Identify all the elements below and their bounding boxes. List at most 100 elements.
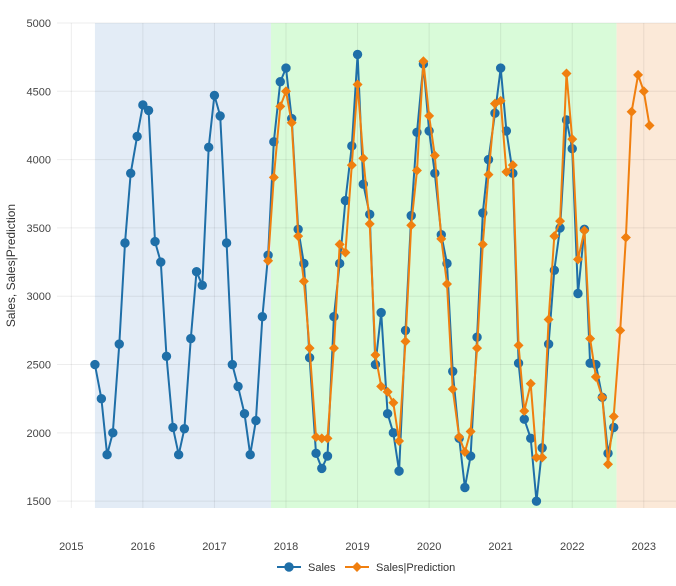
data-point (364, 218, 375, 229)
data-point (239, 409, 250, 419)
data-point (293, 231, 304, 242)
y-tick-label: 2000 (27, 428, 51, 440)
legend-label: Sales (308, 562, 336, 574)
data-point (430, 168, 440, 178)
legend[interactable]: Sales Sales|Prediction (277, 562, 455, 574)
data-point (567, 134, 578, 145)
legend-item-sales[interactable]: Sales (277, 562, 336, 574)
data-point (572, 254, 583, 265)
data-point (275, 77, 285, 87)
data-point (531, 452, 542, 463)
data-point (257, 312, 268, 322)
x-tick-label: 2017 (202, 541, 226, 553)
data-point (370, 349, 381, 360)
data-point (424, 110, 435, 121)
data-point (465, 426, 476, 437)
x-tick-label: 2015 (59, 541, 83, 553)
data-point (472, 343, 483, 354)
data-point (173, 450, 184, 460)
data-point (460, 482, 470, 493)
data-point (459, 446, 470, 457)
y-tick-label: 4000 (27, 155, 51, 167)
y-tick-label: 2500 (27, 360, 51, 372)
data-point (328, 343, 339, 354)
data-point (394, 436, 405, 447)
data-point (245, 450, 255, 460)
data-point (638, 86, 649, 97)
data-point (340, 247, 351, 258)
data-point (608, 411, 619, 422)
data-point (114, 339, 124, 349)
data-point (221, 238, 232, 248)
data-point (209, 90, 220, 101)
data-point (495, 63, 506, 73)
data-point (477, 239, 488, 250)
data-point (150, 236, 160, 247)
data-point (376, 307, 386, 318)
data-point (161, 351, 172, 362)
data-point (454, 431, 465, 442)
data-point (579, 225, 590, 236)
data-point (394, 466, 404, 476)
data-point (268, 172, 279, 183)
data-point (251, 415, 261, 426)
data-point (388, 397, 399, 408)
data-point (102, 450, 112, 460)
data-point (526, 433, 536, 444)
data-point (352, 79, 363, 90)
data-point (275, 101, 286, 112)
x-tick-label: 2023 (632, 541, 656, 553)
data-point (513, 358, 524, 368)
x-tick-label: 2022 (560, 541, 584, 553)
data-point (543, 339, 554, 349)
data-point (519, 414, 529, 424)
data-point (442, 278, 453, 289)
legend-swatch-marker (284, 562, 294, 572)
y-tick-label: 3000 (27, 291, 51, 303)
data-point (96, 394, 107, 404)
data-point (197, 280, 207, 291)
data-point (537, 452, 548, 463)
y-tick-label: 4500 (27, 86, 51, 98)
data-point (411, 165, 422, 176)
x-tick-label: 2018 (274, 541, 298, 553)
data-point (429, 150, 440, 161)
data-point (346, 160, 357, 171)
y-tick-label: 1500 (27, 496, 51, 508)
y-tick-label: 3500 (27, 223, 51, 235)
data-point (590, 371, 601, 382)
data-point (316, 433, 327, 444)
y-tick-label: 5000 (27, 18, 51, 30)
data-point (90, 359, 100, 370)
data-point (317, 463, 327, 474)
data-point (585, 333, 596, 344)
data-point (507, 160, 518, 171)
data-point (227, 359, 238, 370)
data-point (322, 433, 333, 444)
data-point (281, 63, 291, 73)
data-point (555, 216, 566, 227)
data-point (382, 409, 393, 419)
data-point (495, 95, 506, 106)
data-point (615, 325, 626, 336)
data-point (334, 239, 345, 250)
data-point (358, 153, 369, 164)
data-point (126, 168, 136, 178)
legend-item-sales-prediction[interactable]: Sales|Prediction (345, 562, 455, 574)
x-tick-label: 2019 (345, 541, 369, 553)
data-point (519, 406, 530, 416)
data-point (626, 106, 637, 117)
data-point (168, 422, 178, 433)
series-sales-prediction (263, 56, 655, 470)
data-point (531, 496, 542, 506)
data-point (286, 117, 297, 128)
data-point (418, 56, 429, 67)
data-point (436, 233, 447, 244)
data-point (108, 428, 118, 438)
data-point (329, 312, 339, 322)
data-point (311, 448, 321, 459)
data-point (120, 238, 130, 248)
data-point (549, 231, 560, 242)
data-point (465, 451, 476, 461)
